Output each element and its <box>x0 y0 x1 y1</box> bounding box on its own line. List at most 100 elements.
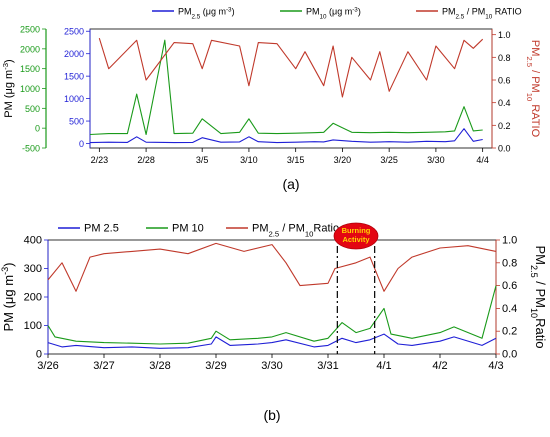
x-tick-label: 2/28 <box>137 155 155 165</box>
label-part: -3 <box>226 6 232 13</box>
label-part: Burning <box>342 226 371 235</box>
y-tick-label: 300 <box>24 263 42 275</box>
legend-label: PM10 (μg m-3) <box>306 6 361 20</box>
legend-label: PM2.5 (μg m-3) <box>178 6 235 20</box>
label-part: RATIO <box>529 101 541 137</box>
label-part: PM <box>306 7 320 17</box>
series-line-pm-10 <box>47 285 497 345</box>
label-part: PM <box>529 40 541 57</box>
y-axis-title-right: PM2.5 / PM10Ratio <box>529 246 548 349</box>
plot-frame <box>89 28 493 149</box>
x-tick-label: 3/15 <box>287 155 305 165</box>
series-line-pm2-5-pm10-ratio <box>98 37 484 98</box>
x-tick-label: 3/31 <box>317 360 338 372</box>
y-tick-label: 0.0 <box>498 144 511 154</box>
y-tick-label: 0.0 <box>502 349 517 361</box>
y-tick-label: 0.8 <box>498 53 511 63</box>
legend-label: PM2.5 / PM10Ratio <box>252 223 339 239</box>
label-part: (μg m <box>327 7 353 17</box>
y-tick-label: 0.6 <box>498 76 511 86</box>
series-line-pm-2-5 <box>47 333 497 349</box>
y-tick-label: 200 <box>24 292 42 304</box>
y-tick-label: 2500 <box>64 27 84 37</box>
x-tick-label: 3/10 <box>240 155 258 165</box>
label-part: 10 <box>526 93 535 102</box>
y-tick-label: 0 <box>35 124 40 134</box>
x-tick-label: 3/26 <box>37 360 58 372</box>
y-tick-label: 100 <box>24 320 42 332</box>
y-tick-label: 500 <box>25 104 40 114</box>
label-part: 2.5 <box>529 265 539 278</box>
y-tick-label: 1.0 <box>502 235 517 247</box>
y-tick-label: 1500 <box>64 72 84 82</box>
y-tick-label: 1500 <box>20 64 40 74</box>
panel-label: (b) <box>263 407 280 423</box>
label-part: PM <box>442 7 456 17</box>
label-part: RATIO <box>492 7 521 17</box>
label-part: -3 <box>352 6 358 13</box>
label-part: / PM <box>464 7 485 17</box>
label-part: PM <box>533 246 548 266</box>
y-tick-label: 400 <box>24 235 42 247</box>
x-tick-label: 3/30 <box>427 155 445 165</box>
y-tick-label: 1.0 <box>498 30 511 40</box>
y-tick-label: 1000 <box>64 94 84 104</box>
label-part: PM 2.5 <box>84 223 119 235</box>
label-part: 10 <box>485 13 493 20</box>
y-tick-label: 0.4 <box>502 303 517 315</box>
label-part: (μg m <box>200 7 226 17</box>
y-tick-label: 0 <box>79 139 84 149</box>
panel-label: (a) <box>282 176 299 192</box>
label-part: 10 <box>320 13 328 20</box>
series-line-pm2-5 <box>89 128 483 144</box>
legend-label: PM 10 <box>172 223 204 235</box>
label-part: 10 <box>529 308 539 318</box>
y-tick-label: 1000 <box>20 84 40 94</box>
y-tick-label: 500 <box>69 117 84 127</box>
x-tick-label: 4/4 <box>476 155 489 165</box>
y-tick-label: 0 <box>36 349 42 361</box>
x-tick-label: 4/1 <box>376 360 391 372</box>
label-part: PM (μg m <box>1 275 16 332</box>
label-part: ) <box>3 59 15 63</box>
burning-activity-badge <box>333 222 379 250</box>
y-axis-title-left: PM (μg m-3) <box>1 59 16 117</box>
y-tick-label: -500 <box>22 144 40 154</box>
label-part: PM <box>252 223 269 235</box>
legend-label: PM2.5 / PM10 RATIO <box>442 7 522 21</box>
y-tick-label: 2000 <box>20 44 40 54</box>
y-tick-label: 0.6 <box>502 280 517 292</box>
label-part: ) <box>232 7 235 17</box>
x-tick-label: 4/2 <box>432 360 447 372</box>
label-part: PM 10 <box>172 223 204 235</box>
label-part: ) <box>1 262 16 266</box>
label-part: ) <box>358 7 361 17</box>
burning-activity-label: Burning Activity <box>342 226 371 244</box>
panel-a-chart: 2/23 2/28 3/5 3/10 3/15 3/20 3/25 3/30 4/4 0 500 10… <box>1 6 542 192</box>
label-part: 10 <box>305 229 314 238</box>
x-tick-label: 3/20 <box>334 155 352 165</box>
y-tick-label: 2500 <box>20 25 40 35</box>
label-part: Ratio <box>533 318 548 348</box>
x-tick-label: 3/30 <box>261 360 282 372</box>
series-line-pm10 <box>89 39 483 136</box>
panel-b-chart: 3/26 3/27 3/28 3/29 3/30 3/31 4/1 4/2 4/3 0 100 200… <box>0 223 548 424</box>
x-tick-label: 3/25 <box>380 155 398 165</box>
label-part: -3 <box>0 267 10 275</box>
label-part: 2.5 <box>526 56 535 67</box>
label-part: PM <box>178 7 192 17</box>
x-tick-label: 3/28 <box>149 360 170 372</box>
label-part: Ratio <box>313 223 339 235</box>
x-tick-label: 3/27 <box>93 360 114 372</box>
label-part: PM (μg m <box>3 70 15 118</box>
label-part: 2.5 <box>269 229 280 238</box>
label-part: / PM <box>529 67 541 93</box>
series-line-pm2-5-pm10-ratio <box>47 242 497 292</box>
y-tick-label: 0.8 <box>502 257 517 269</box>
y-tick-label: 0.2 <box>498 121 511 131</box>
y-axis-title-right: PM2.5 / PM10 RATIO <box>526 40 542 138</box>
label-part: / PM <box>533 278 548 308</box>
y-tick-label: 2000 <box>64 49 84 59</box>
y-axis-title-left: PM (μg m-3) <box>0 262 16 331</box>
